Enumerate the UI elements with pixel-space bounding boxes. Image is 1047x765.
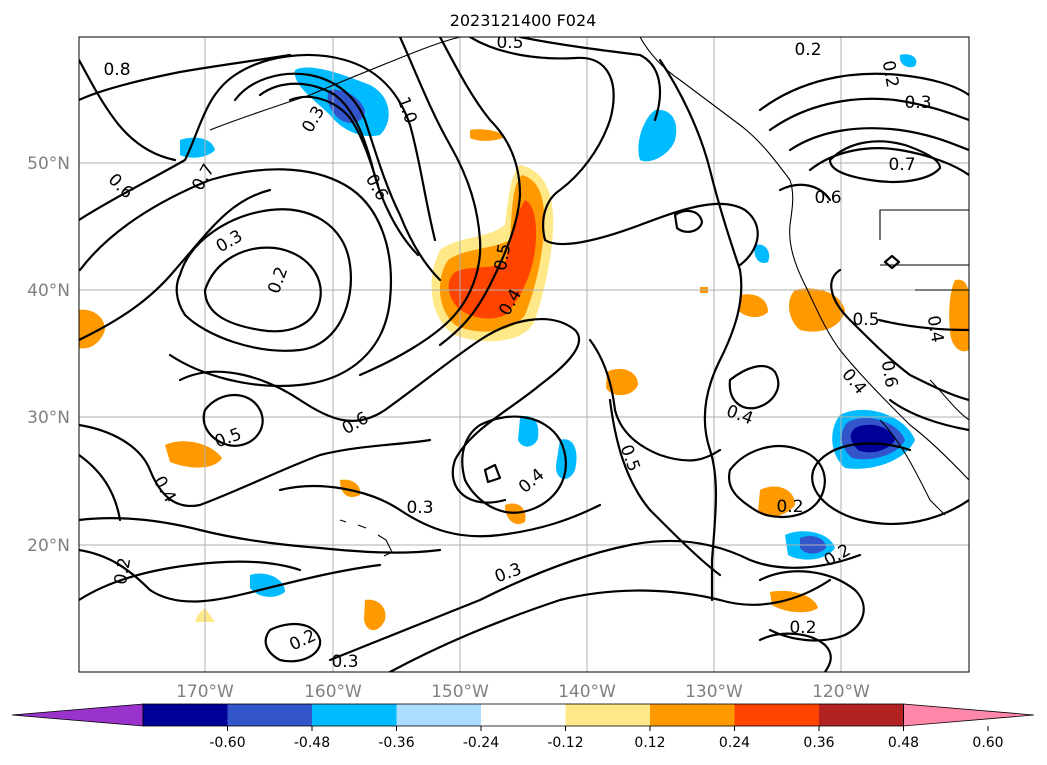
colorbar-tick-label: -0.12 [547,735,583,751]
lat-label: 50°N [27,154,70,174]
colorbar: -0.60 -0.48 -0.36 -0.24 -0.12 0.12 0.24 0.36 0.4… [11,703,1035,751]
map-plot-area: 0.5 0.2 0.8 0.3 1.0 0.2 0.3 0.7 0.6 0.7 … [79,33,969,672]
lat-label: 40°N [27,281,70,301]
colorbar-tick-label: 0.48 [888,735,919,751]
contour-label: 0.8 [103,60,130,80]
colorbar-tick-label: -0.24 [463,735,499,751]
contour-label: 0.5 [852,310,879,330]
contour-label: 0.7 [888,155,915,175]
gridlines [79,37,969,672]
contour-label: 0.3 [904,93,931,113]
contour-label: 0.2 [111,556,135,586]
lon-label: 140°W [558,682,616,702]
shaded-anomalies [79,54,969,631]
colorbar-extend-min [11,703,144,727]
contour-label: 0.2 [789,618,816,638]
colorbar-segment [565,704,650,726]
colorbar-extend-max [903,703,1035,727]
colorbar-segment [734,704,819,726]
colorbar-segment [312,704,397,726]
contour-label: 0.5 [491,242,515,272]
lat-label: 30°N [27,408,70,428]
colorbar-segment [481,704,566,726]
colorbar-frame [142,703,904,727]
plot-frame [78,36,970,673]
contour-label: 0.3 [406,498,433,518]
colorbar-segment [143,704,228,726]
contour-label: 0.2 [794,40,821,60]
figure-title: 2023121400 F024 [450,11,597,30]
contour-label: 0.5 [496,33,523,53]
contour-lines [79,37,969,672]
contour-label: 0.2 [878,59,902,89]
lon-label: 130°W [685,682,743,702]
colorbar-tick-label: 0.12 [634,735,665,751]
contour-label: 0.3 [331,652,358,672]
colorbar-tick-label: -0.36 [378,735,414,751]
colorbar-segment [227,704,312,726]
lon-label: 120°W [812,682,870,702]
colorbar-segment [819,704,904,726]
contour-label: 0.6 [814,188,841,208]
colorbar-tick-label: -0.60 [209,735,245,751]
contour-label: 0.6 [877,359,901,389]
lon-label: 150°W [431,682,489,702]
lat-label: 20°N [27,536,70,556]
negative-anomaly-gulf [638,109,677,162]
lon-label: 160°W [304,682,362,702]
coastlines [209,37,969,557]
colorbar-tick-label: 0.24 [719,735,750,751]
longitude-labels: 170°W 160°W 150°W 140°W 130°W 120°W [176,682,870,702]
colorbar-tick-label: 0.60 [972,735,1003,751]
lon-label: 170°W [176,682,234,702]
colorbar-segment [650,704,735,726]
latitude-labels: 50°N 40°N 30°N 20°N [27,154,70,556]
contour-label: 0.4 [923,314,947,344]
colorbar-segment [396,704,481,726]
contour-label: 0.2 [776,497,803,517]
colorbar-tick-label: 0.36 [803,735,834,751]
colorbar-tick-label: -0.48 [294,735,330,751]
